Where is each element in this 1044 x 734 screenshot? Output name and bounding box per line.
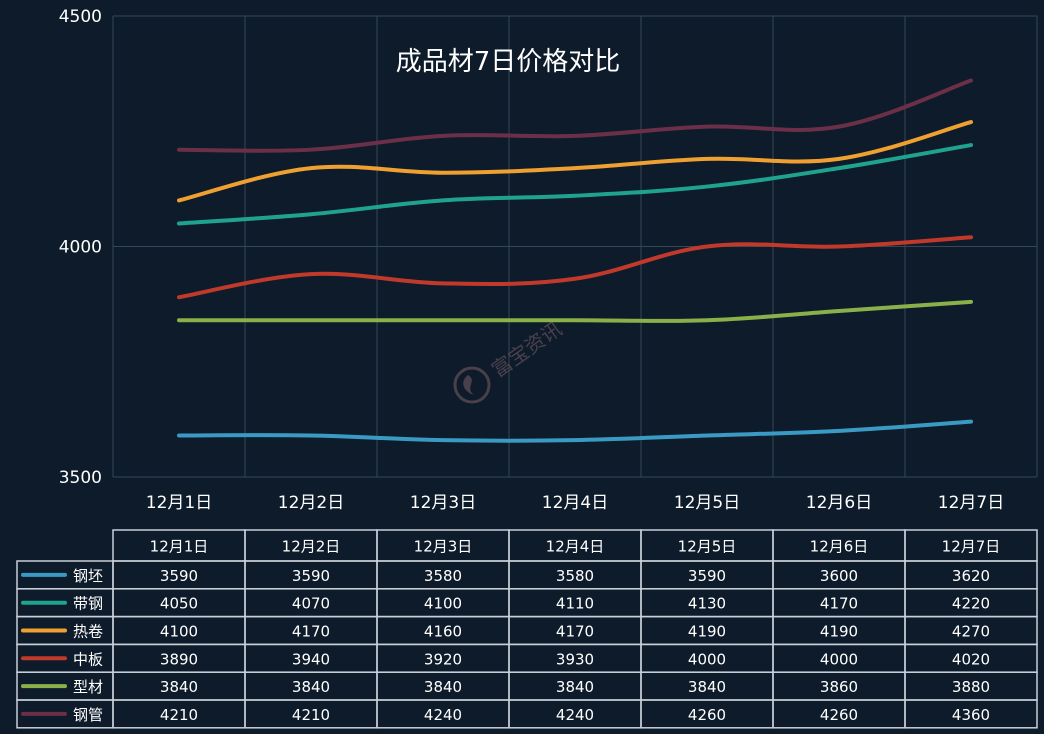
data-value-label: 4000 [688, 650, 726, 668]
data-value-label: 3600 [820, 567, 858, 585]
legend-label: 钢管 [73, 706, 103, 724]
data-value-label: 4110 [556, 595, 594, 613]
data-value-label: 3840 [424, 678, 462, 696]
x-tick-label: 12月6日 [806, 493, 872, 513]
data-value-label: 3590 [292, 567, 330, 585]
legend-label: 型材 [73, 678, 103, 696]
x-tick-label: 12月4日 [542, 493, 608, 513]
x-tick-label: 12月2日 [278, 493, 344, 513]
series-line-6 [177, 78, 973, 153]
table-header-label: 12月5日 [678, 538, 737, 556]
data-value-label: 4240 [556, 706, 594, 724]
x-tick-label: 12月7日 [938, 493, 1004, 513]
data-value-label: 3840 [292, 678, 330, 696]
series-line-2 [177, 143, 973, 226]
y-tick-label: 4500 [59, 7, 102, 27]
data-value-label: 4170 [556, 623, 594, 641]
data-value-label: 3880 [952, 678, 990, 696]
data-value-label: 4190 [820, 623, 858, 641]
data-value-label: 4020 [952, 650, 990, 668]
axis-layer: 3500 4000 4500 12月1日 12月2日 12月3日 12月4日 12月5日 12月… [59, 7, 1004, 513]
watermark-text: 富宝资讯 [487, 317, 566, 383]
data-value-label: 4210 [292, 706, 330, 724]
data-value-label: 3840 [688, 678, 726, 696]
data-value-label: 4190 [688, 623, 726, 641]
watermark-logo-icon [453, 366, 491, 404]
data-value-label: 3860 [820, 678, 858, 696]
data-value-label: 3580 [556, 567, 594, 585]
data-value-label: 4360 [952, 706, 990, 724]
data-value-label: 3920 [424, 650, 462, 668]
x-tick-label: 12月5日 [674, 493, 740, 513]
data-value-label: 3620 [952, 567, 990, 585]
data-value-label: 4260 [820, 706, 858, 724]
x-tick-label: 12月3日 [410, 493, 476, 513]
series-line-1 [177, 419, 973, 443]
data-value-label: 4210 [160, 706, 198, 724]
data-value-label: 4170 [820, 595, 858, 613]
data-value-label: 4130 [688, 595, 726, 613]
legend-label: 钢坯 [73, 567, 103, 585]
data-value-label: 4100 [424, 595, 462, 613]
table-header-label: 12月7日 [942, 538, 1001, 556]
table-header-label: 12月1日 [150, 538, 209, 556]
series-line-5 [177, 299, 973, 323]
series-line-3 [177, 120, 973, 203]
table-header-label: 12月2日 [282, 538, 341, 556]
series-line-4 [177, 235, 973, 300]
data-value-label: 3840 [160, 678, 198, 696]
data-value-label: 3840 [556, 678, 594, 696]
grid-layer [112, 15, 1038, 478]
data-value-label: 4260 [688, 706, 726, 724]
data-value-label: 3890 [160, 650, 198, 668]
table-header-label: 12月4日 [546, 538, 605, 556]
data-value-label: 4220 [952, 595, 990, 613]
data-value-label: 4270 [952, 623, 990, 641]
data-value-label: 3940 [292, 650, 330, 668]
x-tick-label: 12月1日 [146, 493, 212, 513]
data-value-label: 3930 [556, 650, 594, 668]
data-value-label: 4070 [292, 595, 330, 613]
data-value-label: 4050 [160, 595, 198, 613]
data-value-label: 4170 [292, 623, 330, 641]
data-value-label: 4100 [160, 623, 198, 641]
chart-title: 成品材7日价格对比 [396, 47, 621, 77]
data-value-label: 4240 [424, 706, 462, 724]
table-header-label: 12月3日 [414, 538, 473, 556]
data-value-label: 4160 [424, 623, 462, 641]
y-tick-label: 4000 [59, 238, 102, 258]
table-cell [904, 699, 1038, 729]
data-value-label: 3580 [424, 567, 462, 585]
y-tick-label: 3500 [59, 468, 102, 488]
series-layer [177, 78, 973, 443]
data-value-label: 3590 [688, 567, 726, 585]
data-value-label: 4000 [820, 650, 858, 668]
data-value-label: 3590 [160, 567, 198, 585]
legend-label: 带钢 [73, 595, 103, 613]
watermark: 富宝资讯 [453, 317, 566, 404]
legend-label: 中板 [73, 650, 103, 668]
table-header-label: 12月6日 [810, 538, 869, 556]
legend-label: 热卷 [73, 623, 103, 641]
